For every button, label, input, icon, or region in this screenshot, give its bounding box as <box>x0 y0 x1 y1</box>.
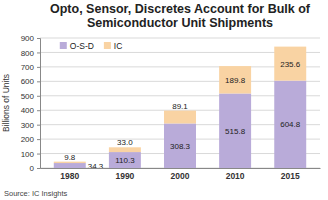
x-tick-label: 2015 <box>281 171 300 181</box>
plot: 34.3 110.3 308.3 515.8 604.8 9.8 33.0 89.1 189.8… <box>21 34 321 181</box>
y-tick-mark <box>37 81 40 82</box>
data-label: 34.3 <box>88 162 104 171</box>
annotation: Source: IC Insights <box>4 189 68 198</box>
bar <box>54 162 86 163</box>
data-label: 9.8 <box>64 153 76 162</box>
y-tick: 300 <box>21 121 40 130</box>
bar <box>274 81 306 168</box>
data-label: 235.6 <box>280 60 301 69</box>
y-tick: 100 <box>21 150 40 159</box>
y-tick-label: 0 <box>30 164 35 173</box>
legend-swatch <box>104 42 111 49</box>
y-axis-title: Billions of Units <box>1 74 11 132</box>
bar <box>54 163 86 168</box>
y-tick-mark <box>37 139 40 140</box>
legend: O-S-D IC <box>60 41 123 51</box>
x-axis: 1980 1990 2000 2010 2015 <box>41 168 321 181</box>
y-tick-label: 900 <box>21 34 35 43</box>
bar <box>109 152 141 168</box>
data-label: 110.3 <box>115 156 135 165</box>
x-tick: 1980 <box>60 168 79 181</box>
data-label: 604.8 <box>280 120 301 129</box>
y-tick-mark <box>37 38 40 39</box>
y-axis-line <box>37 39 41 169</box>
y-axis: 0 100 200 300 400 500 600 700 800 900 <box>21 34 41 173</box>
y-tick-mark <box>37 168 40 169</box>
data-label: 89.1 <box>172 102 188 111</box>
x-tick: 2010 <box>226 168 245 181</box>
y-tick-label: 200 <box>21 135 35 144</box>
bars <box>54 47 306 168</box>
data-labels: 34.3 110.3 308.3 515.8 604.8 9.8 33.0 89.1 189.8… <box>64 60 301 171</box>
chart: Opto, Sensor, Discretes Account for Bulk… <box>0 0 328 200</box>
y-tick: 0 <box>30 164 40 173</box>
bar <box>164 123 196 168</box>
y-tick-mark <box>37 52 40 53</box>
y-tick-label: 600 <box>21 77 35 86</box>
y-tick-mark <box>37 110 40 111</box>
y-tick-mark <box>37 125 40 126</box>
y-tick-label: 800 <box>21 49 35 58</box>
y-tick-label: 100 <box>21 150 35 159</box>
data-label: 189.8 <box>225 76 246 85</box>
y-tick: 600 <box>21 77 40 86</box>
y-tick: 200 <box>21 135 40 144</box>
data-label: 308.3 <box>170 142 191 151</box>
x-tick: 2015 <box>281 168 300 181</box>
y-tick-label: 700 <box>21 63 35 72</box>
data-label: 515.8 <box>225 127 246 136</box>
grid <box>40 38 320 168</box>
bar <box>219 66 251 93</box>
x-tick-label: 2010 <box>226 171 245 181</box>
x-axis-line <box>41 168 321 169</box>
legend-label: IC <box>114 41 123 51</box>
y-tick: 500 <box>21 92 40 101</box>
y-tick-label: 400 <box>21 106 35 115</box>
x-tick-label: 1980 <box>60 171 79 181</box>
x-tick-label: 2000 <box>171 171 190 181</box>
x-tick: 1990 <box>115 168 134 181</box>
y-tick-label: 300 <box>21 121 35 130</box>
grid-line <box>40 38 320 39</box>
title: Opto, Sensor, Discretes Account for Bulk… <box>50 2 311 30</box>
y-tick: 900 <box>21 34 40 43</box>
y-tick-label: 500 <box>21 92 35 101</box>
x-tick: 2000 <box>171 168 190 181</box>
bar <box>164 111 196 124</box>
bar <box>219 93 251 168</box>
y-tick-mark <box>37 96 40 97</box>
y-tick-mark <box>37 154 40 155</box>
y-tick: 800 <box>21 49 40 58</box>
y-tick: 700 <box>21 63 40 72</box>
legend-label: O-S-D <box>70 41 94 51</box>
legend-swatch <box>60 42 67 49</box>
y-tick-mark <box>37 67 40 68</box>
data-label: 33.0 <box>117 138 133 147</box>
x-tick-label: 1990 <box>115 171 134 181</box>
bar <box>274 47 306 81</box>
bar <box>109 147 141 152</box>
y-tick: 400 <box>21 106 40 115</box>
